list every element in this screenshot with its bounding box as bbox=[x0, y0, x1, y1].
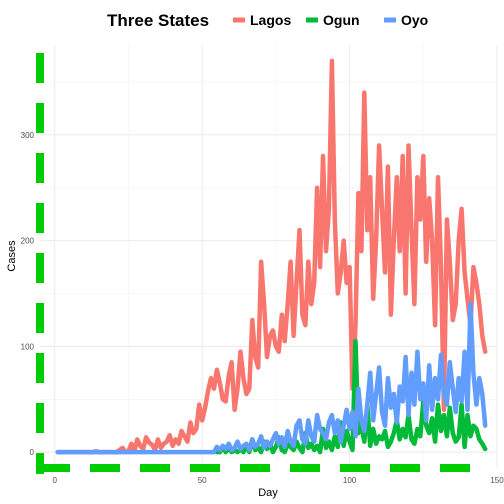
x-tick-label: 100 bbox=[343, 476, 357, 485]
legend-label: Lagos bbox=[250, 12, 291, 28]
x-tick-label: 50 bbox=[198, 476, 207, 485]
y-axis-title: Cases bbox=[6, 240, 18, 272]
tick-label-layer: 0 50 100 150 0 100 200 300 bbox=[21, 131, 504, 485]
legend-items: Lagos Ogun Oyo bbox=[233, 12, 428, 28]
series-line-ogun bbox=[214, 338, 488, 455]
x-axis-title: Day bbox=[258, 487, 278, 499]
x-tick-label: 0 bbox=[53, 476, 58, 485]
y-tick-label: 100 bbox=[21, 342, 35, 351]
legend-label: Oyo bbox=[401, 12, 428, 28]
legend-item-lagos: Lagos bbox=[233, 12, 291, 28]
y-tick-label: 300 bbox=[21, 131, 35, 140]
series-line-oyo bbox=[55, 301, 488, 455]
x-tick-label: 150 bbox=[490, 476, 504, 485]
legend-title: Three States bbox=[107, 11, 209, 30]
series-layer bbox=[55, 58, 488, 455]
legend: Three States Lagos Ogun Oyo bbox=[107, 11, 428, 30]
legend-item-ogun: Ogun bbox=[306, 12, 360, 28]
axis-layer bbox=[36, 53, 484, 474]
grid-layer bbox=[40, 45, 498, 468]
legend-item-oyo: Oyo bbox=[384, 12, 428, 28]
y-tick-label: 200 bbox=[21, 237, 35, 246]
legend-label: Ogun bbox=[323, 12, 360, 28]
y-tick-label: 0 bbox=[30, 448, 35, 457]
